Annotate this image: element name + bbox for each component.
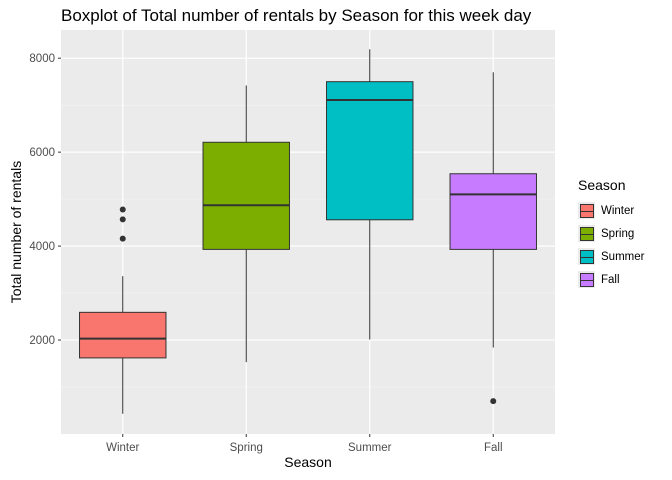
- legend-item-winter: Winter: [578, 199, 644, 222]
- legend-swatch-fall: [580, 273, 594, 287]
- legend-label-fall: Fall: [601, 273, 620, 286]
- y-tick-label: 4000: [29, 241, 55, 253]
- legend-label-summer: Summer: [601, 250, 645, 263]
- legend-title: Season: [578, 177, 626, 193]
- box-winter: [79, 311, 167, 359]
- legend: Season Winter Spring Summer Fall: [578, 177, 644, 291]
- x-tick-label-summer: Summer: [348, 442, 392, 454]
- legend-swatch-winter: [580, 204, 594, 218]
- legend-swatch-summer: [580, 250, 594, 264]
- legend-item-fall: Fall: [578, 268, 644, 291]
- x-tick-label-winter: Winter: [106, 442, 139, 454]
- box-fall: [449, 173, 537, 250]
- x-axis-label: Season: [284, 454, 332, 470]
- legend-item-spring: Spring: [578, 222, 644, 245]
- legend-swatch-spring: [580, 227, 594, 241]
- x-tick-label-spring: Spring: [230, 442, 263, 454]
- chart-title: Boxplot of Total number of rentals by Se…: [61, 6, 532, 25]
- y-axis-label: Total number of rentals: [8, 160, 24, 304]
- x-tick-label-fall: Fall: [484, 442, 503, 454]
- y-tick-label: 2000: [29, 335, 55, 347]
- box-spring: [202, 141, 290, 250]
- y-tick-label: 8000: [29, 53, 55, 65]
- outlier-winter: [119, 235, 126, 242]
- outlier-fall: [490, 398, 497, 405]
- outlier-winter: [119, 216, 126, 223]
- y-tick-label: 6000: [29, 147, 55, 159]
- legend-label-spring: Spring: [601, 227, 635, 240]
- outlier-winter: [119, 206, 126, 213]
- legend-item-summer: Summer: [578, 245, 644, 268]
- box-summer: [326, 81, 414, 221]
- legend-label-winter: Winter: [601, 204, 635, 217]
